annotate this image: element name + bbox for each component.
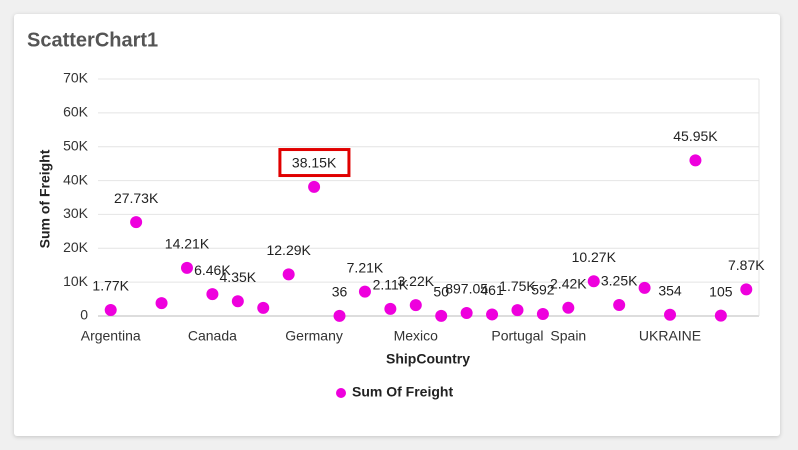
data-point <box>460 306 473 319</box>
x-tick-label: Mexico <box>394 328 439 344</box>
y-axis-title: Sum of Freight <box>37 149 53 248</box>
data-label: 4.35K <box>220 269 257 285</box>
data-label: 10.27K <box>572 249 617 265</box>
data-label: 36 <box>332 284 348 300</box>
y-tick-label: 40K <box>63 171 89 187</box>
data-point <box>638 281 651 294</box>
data-point <box>358 285 371 298</box>
data-label: 27.73K <box>114 190 159 206</box>
data-label: 1.77K <box>92 278 129 294</box>
x-tick-label: Spain <box>550 328 586 344</box>
chart-title: ScatterChart1 <box>27 29 158 51</box>
data-point <box>104 304 117 317</box>
card <box>14 14 780 436</box>
data-point <box>486 308 499 321</box>
data-label: 6.46K <box>194 262 231 278</box>
data-point <box>333 309 346 322</box>
data-point <box>536 307 549 320</box>
data-point <box>562 301 575 314</box>
data-point <box>384 302 397 315</box>
data-point <box>409 299 422 312</box>
legend-marker <box>336 388 346 398</box>
data-label: 3.25K <box>601 273 638 289</box>
data-label: 105 <box>709 283 733 299</box>
data-point <box>308 180 321 193</box>
x-axis-title: ShipCountry <box>386 351 470 367</box>
x-tick-label: Canada <box>188 328 237 344</box>
data-point <box>231 295 244 308</box>
data-point <box>130 216 143 229</box>
data-point <box>714 309 727 322</box>
data-label: 14.21K <box>165 236 210 252</box>
data-label: 2.11K <box>373 277 409 293</box>
data-point <box>664 308 677 321</box>
data-label: 38.15K <box>292 155 337 171</box>
data-point <box>282 268 295 281</box>
data-label: 1.75K <box>499 278 536 294</box>
x-tick-label: Germany <box>285 328 343 344</box>
data-label: 12.29K <box>266 242 311 258</box>
data-point <box>613 298 626 311</box>
data-label: 592 <box>531 282 555 298</box>
data-point <box>740 283 753 296</box>
data-label: 461 <box>480 282 504 298</box>
data-point <box>155 297 168 310</box>
x-tick-label: Portugal <box>491 328 543 344</box>
x-tick-label: Argentina <box>81 328 141 344</box>
data-label: 7.87K <box>728 257 765 273</box>
y-tick-label: 10K <box>63 273 89 289</box>
data-label: 3.22K <box>397 273 434 289</box>
data-label: 897.05 <box>445 281 488 297</box>
data-label: 50 <box>433 284 449 300</box>
x-tick-label: UKRAINE <box>639 328 701 344</box>
data-point <box>180 261 193 274</box>
legend-label: Sum Of Freight <box>352 384 453 400</box>
data-point <box>257 301 270 314</box>
y-tick-label: 30K <box>63 205 89 221</box>
data-point <box>435 309 448 322</box>
data-label: 45.95K <box>673 128 718 144</box>
data-point <box>689 154 702 167</box>
data-point <box>511 304 524 317</box>
highlight-box <box>278 148 351 178</box>
y-tick-label: 0 <box>80 307 88 323</box>
y-tick-label: 60K <box>63 104 89 120</box>
y-tick-label: 70K <box>63 70 89 86</box>
data-label: 7.21K <box>347 259 384 275</box>
data-point <box>206 288 219 301</box>
data-label: 354 <box>658 283 682 299</box>
data-point <box>587 275 600 288</box>
y-tick-label: 50K <box>63 137 89 153</box>
data-label: 2.42K <box>550 276 587 292</box>
y-tick-label: 20K <box>63 239 89 255</box>
